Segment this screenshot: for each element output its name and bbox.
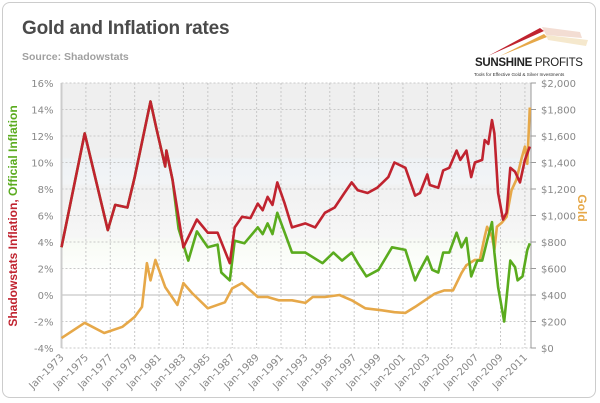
left-tick-label: 0% — [38, 291, 54, 302]
left-tick-label: 6% — [38, 212, 54, 223]
right-tick-label: $600 — [541, 265, 566, 276]
logo-name: SUNSHINE PROFITS — [475, 57, 583, 69]
chart-title: Gold and Inflation rates — [22, 18, 230, 39]
left-tick-label: 2% — [38, 265, 54, 276]
right-tick-label: $2,000 — [541, 79, 576, 90]
x-axis-ticks: Jan-1973Jan-1975Jan-1977Jan-1979Jan-1981… — [27, 352, 530, 392]
chart-frame — [2, 2, 596, 398]
right-tick-label: $1,800 — [541, 106, 576, 117]
right-tick-label: $200 — [541, 318, 566, 329]
logo-tagline: Tools for Effective Gold & Silver Invest… — [474, 72, 565, 77]
left-tick-label: -2% — [34, 318, 53, 329]
right-tick-label: $800 — [541, 238, 566, 249]
right-tick-label: $400 — [541, 291, 566, 302]
series-lines — [60, 100, 532, 340]
sunshine-profits-logo-icon — [488, 27, 588, 56]
left-tick-label: 4% — [38, 238, 54, 249]
left-tick-label: 8% — [38, 185, 54, 196]
right-tick-label: $0 — [541, 344, 554, 355]
right-axis-title: Gold — [575, 194, 589, 221]
right-axis-ticks: $0 $200 $400 $600 $800 $1,000 $1,200 $1,400 $1,6… — [530, 79, 576, 355]
official-axis-label: Official Inflation — [6, 105, 20, 196]
left-tick-label: 10% — [31, 159, 53, 170]
left-axis-title: Shadowstats Inflation, Official Inflatio… — [6, 105, 20, 326]
left-tick-label: 12% — [31, 132, 53, 143]
left-tick-label: 16% — [31, 79, 53, 90]
left-tick-label: -4% — [34, 344, 53, 355]
right-tick-label: $1,000 — [541, 212, 576, 223]
plot-background — [61, 83, 531, 348]
left-tick-label: 14% — [31, 106, 53, 117]
right-tick-label: $1,400 — [541, 159, 576, 170]
right-tick-label: $1,200 — [541, 185, 576, 196]
chart-subtitle: Source: Shadowstats — [22, 51, 129, 63]
shadowstats-axis-label: Shadowstats Inflation — [6, 203, 20, 327]
axis-label-separator: , — [6, 196, 20, 203]
shadowstats-inflation-line — [60, 100, 532, 265]
gold-price-line — [60, 107, 532, 340]
right-tick-label: $1,600 — [541, 132, 576, 143]
left-axis-ticks: -4% -2% 0% 2% 4% 6% 8% 10% 12% 14% 16% — [31, 79, 63, 355]
